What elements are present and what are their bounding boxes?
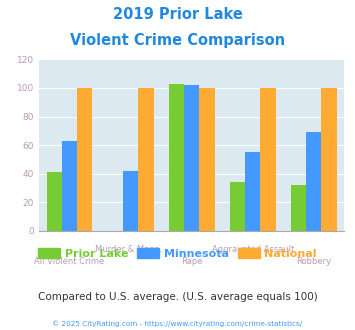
Bar	[306, 132, 322, 231]
Bar	[138, 88, 153, 231]
Text: Aggravated Assault: Aggravated Assault	[212, 245, 294, 254]
Bar	[77, 88, 92, 231]
Bar	[245, 152, 261, 231]
Bar	[322, 88, 337, 231]
Bar	[123, 171, 138, 231]
Text: Compared to U.S. average. (U.S. average equals 100): Compared to U.S. average. (U.S. average …	[38, 292, 317, 302]
Bar	[184, 85, 200, 231]
Text: All Violent Crime: All Violent Crime	[34, 257, 105, 266]
Bar	[47, 172, 62, 231]
Text: Murder & Mans...: Murder & Mans...	[95, 245, 166, 254]
Text: © 2025 CityRating.com - https://www.cityrating.com/crime-statistics/: © 2025 CityRating.com - https://www.city…	[53, 320, 302, 327]
Legend: Prior Lake, Minnesota, National: Prior Lake, Minnesota, National	[34, 244, 321, 263]
Bar	[62, 141, 77, 231]
Bar	[200, 88, 214, 231]
Bar	[230, 182, 245, 231]
Bar	[261, 88, 275, 231]
Text: 2019 Prior Lake: 2019 Prior Lake	[113, 7, 242, 21]
Text: Rape: Rape	[181, 257, 202, 266]
Text: Robbery: Robbery	[296, 257, 331, 266]
Text: Violent Crime Comparison: Violent Crime Comparison	[70, 33, 285, 48]
Bar	[169, 84, 184, 231]
Bar	[291, 185, 306, 231]
